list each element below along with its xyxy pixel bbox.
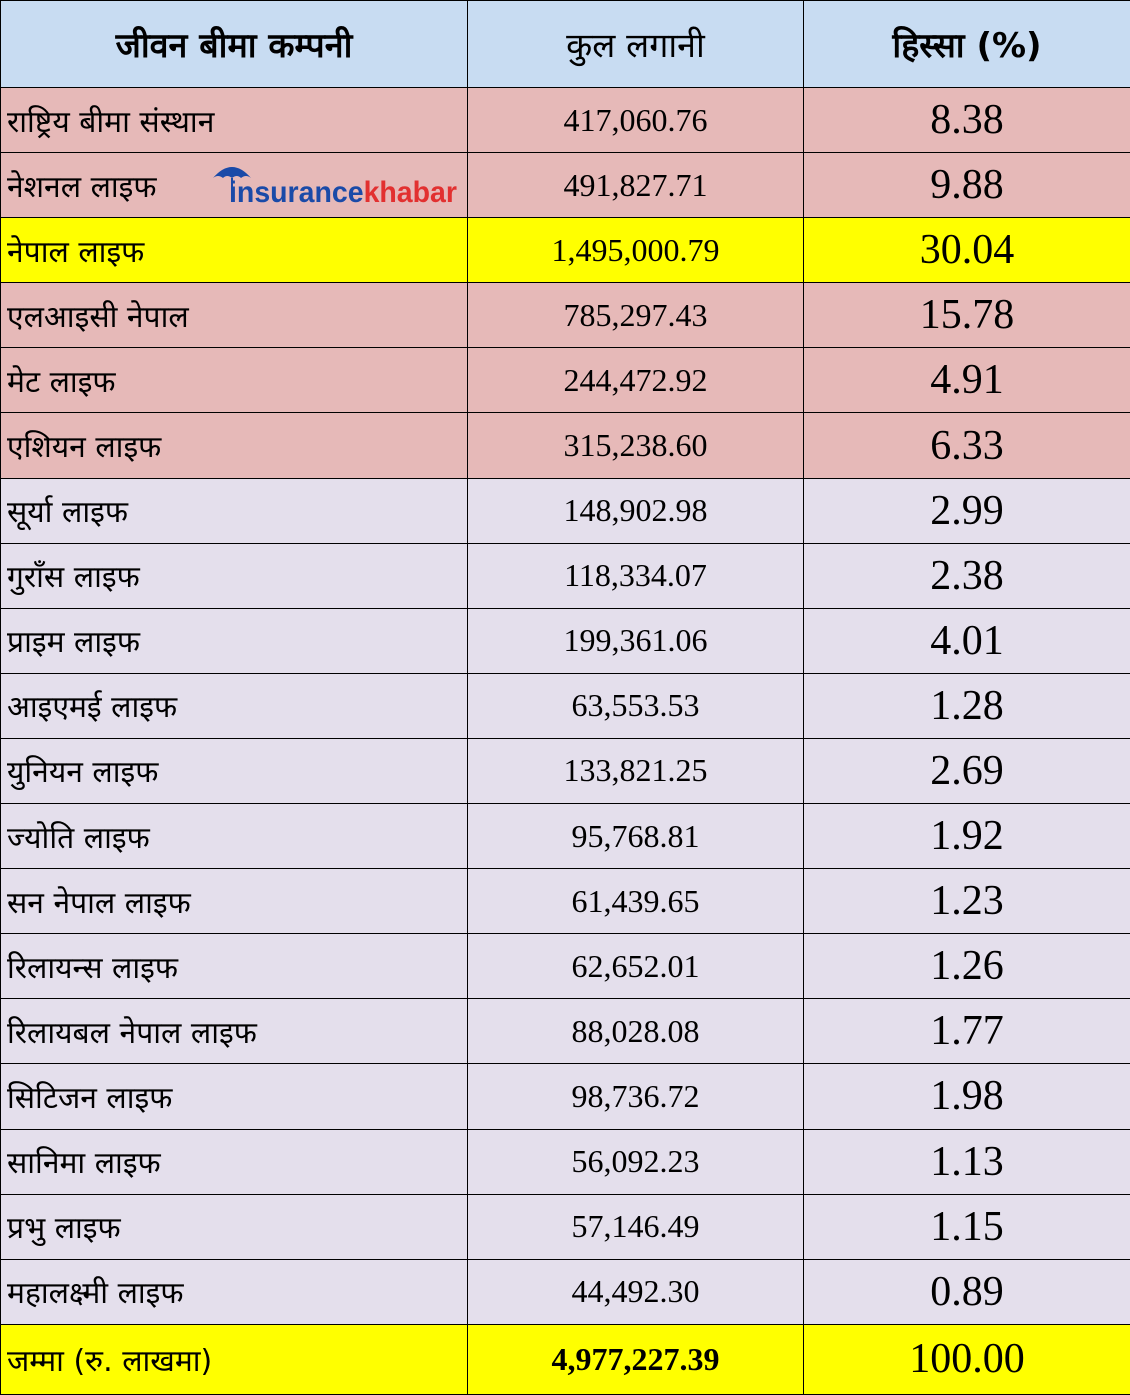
investment-cell: 57,146.49 [467,1193,804,1260]
company-name-cell: रिलायबल नेपाल लाइफ [0,998,468,1065]
column-header-share: हिस्सा (%) [803,0,1130,88]
table-row: मेट लाइफ 244,472.92 4.91 [0,347,1130,414]
column-header-company: जीवन बीमा कम्पनी [0,0,468,88]
table-row: युनियन लाइफ 133,821.25 2.69 [0,737,1130,805]
company-name-cell: नेशनल लाइफ insurancekhabar [0,152,468,219]
share-cell: 15.78 [803,282,1130,349]
table-row: प्राइम लाइफ 199,361.06 4.01 [0,607,1130,674]
share-cell: 1.77 [803,998,1130,1065]
share-cell: 9.88 [803,152,1130,219]
investment-cell: 118,334.07 [467,542,804,609]
investment-cell: 56,092.23 [467,1128,804,1195]
company-name-cell: गुराँस लाइफ [0,542,468,609]
company-name-cell: महालक्ष्मी लाइफ [0,1258,468,1325]
table-row: महालक्ष्मी लाइफ 44,492.30 0.89 [0,1258,1130,1325]
table-row: सन नेपाल लाइफ 61,439.65 1.23 [0,868,1130,935]
company-name-cell: सानिमा लाइफ [0,1128,468,1195]
total-share-cell: 100.00 [803,1323,1130,1395]
header-row: जीवन बीमा कम्पनी कुल लगानी हिस्सा (%) [0,0,1130,88]
investment-cell: 98,736.72 [467,1063,804,1130]
share-cell: 1.28 [803,672,1130,739]
company-name-cell: राष्ट्रिय बीमा संस्थान [0,86,468,154]
share-cell: 2.99 [803,477,1130,544]
table-row: राष्ट्रिय बीमा संस्थान 417,060.76 8.38 [0,86,1130,154]
table-row: सिटिजन लाइफ 98,736.72 1.98 [0,1063,1130,1130]
investment-cell: 88,028.08 [467,998,804,1065]
table-row: एशियन लाइफ 315,238.60 6.33 [0,412,1130,479]
company-name-cell: रिलायन्स लाइफ [0,933,468,1000]
investment-cell: 785,297.43 [467,282,804,349]
company-name-cell: प्राइम लाइफ [0,607,468,674]
total-investment-cell: 4,977,227.39 [467,1323,804,1395]
share-cell: 30.04 [803,217,1130,284]
investment-cell: 417,060.76 [467,86,804,154]
company-name-cell: आइएमई लाइफ [0,672,468,739]
insurancekhabar-logo: insurancekhabar [213,167,457,209]
investment-cell: 244,472.92 [467,347,804,414]
investment-cell: 63,553.53 [467,672,804,739]
table-row: गुराँस लाइफ 118,334.07 2.38 [0,542,1130,609]
company-name-cell: नेपाल लाइफ [0,217,468,284]
investment-cell: 44,492.30 [467,1258,804,1325]
investment-cell: 133,821.25 [467,737,804,805]
investment-cell: 491,827.71 [467,152,804,219]
share-cell: 1.92 [803,803,1130,870]
company-name-cell: प्रभु लाइफ [0,1193,468,1260]
column-header-investment: कुल लगानी [467,0,804,88]
table-row: रिलायन्स लाइफ 62,652.01 1.26 [0,933,1130,1000]
investment-cell: 95,768.81 [467,803,804,870]
share-cell: 0.89 [803,1258,1130,1325]
total-label-cell: जम्मा (रु. लाखमा) [0,1323,468,1395]
share-cell: 4.01 [803,607,1130,674]
share-cell: 2.38 [803,542,1130,609]
total-row: जम्मा (रु. लाखमा) 4,977,227.39 100.00 [0,1323,1130,1395]
table-row: सूर्या लाइफ 148,902.98 2.99 [0,477,1130,544]
table-row: सानिमा लाइफ 56,092.23 1.13 [0,1128,1130,1195]
share-cell: 4.91 [803,347,1130,414]
company-name-cell: सन नेपाल लाइफ [0,868,468,935]
share-cell: 8.38 [803,86,1130,154]
share-cell: 1.26 [803,933,1130,1000]
table-row: एलआइसी नेपाल 785,297.43 15.78 [0,282,1130,349]
table-body: राष्ट्रिय बीमा संस्थान 417,060.76 8.38 नेशन… [0,86,1130,1395]
share-cell: 1.98 [803,1063,1130,1130]
investment-cell: 148,902.98 [467,477,804,544]
share-cell: 6.33 [803,412,1130,479]
investment-cell: 315,238.60 [467,412,804,479]
share-cell: 1.13 [803,1128,1130,1195]
company-name-cell: सिटिजन लाइफ [0,1063,468,1130]
table-row: प्रभु लाइफ 57,146.49 1.15 [0,1193,1130,1260]
investment-cell: 199,361.06 [467,607,804,674]
table-row: नेपाल लाइफ 1,495,000.79 30.04 [0,217,1130,284]
table-row: ज्योति लाइफ 95,768.81 1.92 [0,803,1130,870]
logo-text-khabar: khabar [364,176,458,209]
investment-cell: 61,439.65 [467,868,804,935]
company-name-cell: ज्योति लाइफ [0,803,468,870]
table-row: रिलायबल नेपाल लाइफ 88,028.08 1.77 [0,998,1130,1065]
company-name-cell: सूर्या लाइफ [0,477,468,544]
table-row: आइएमई लाइफ 63,553.53 1.28 [0,672,1130,739]
company-name-cell: युनियन लाइफ [0,737,468,805]
investment-cell: 62,652.01 [467,933,804,1000]
company-name-cell: एशियन लाइफ [0,412,468,479]
share-cell: 1.23 [803,868,1130,935]
company-name-cell: एलआइसी नेपाल [0,282,468,349]
logo-text: insurancekhabar [229,176,457,209]
umbrella-icon [213,167,251,193]
share-cell: 1.15 [803,1193,1130,1260]
logo-text-insurance: insurance [229,176,364,209]
company-name-cell: मेट लाइफ [0,347,468,414]
table-row: नेशनल लाइफ insurancekhabar 491,827.71 9.88 [0,152,1130,219]
share-cell: 2.69 [803,737,1130,805]
investment-cell: 1,495,000.79 [467,217,804,284]
